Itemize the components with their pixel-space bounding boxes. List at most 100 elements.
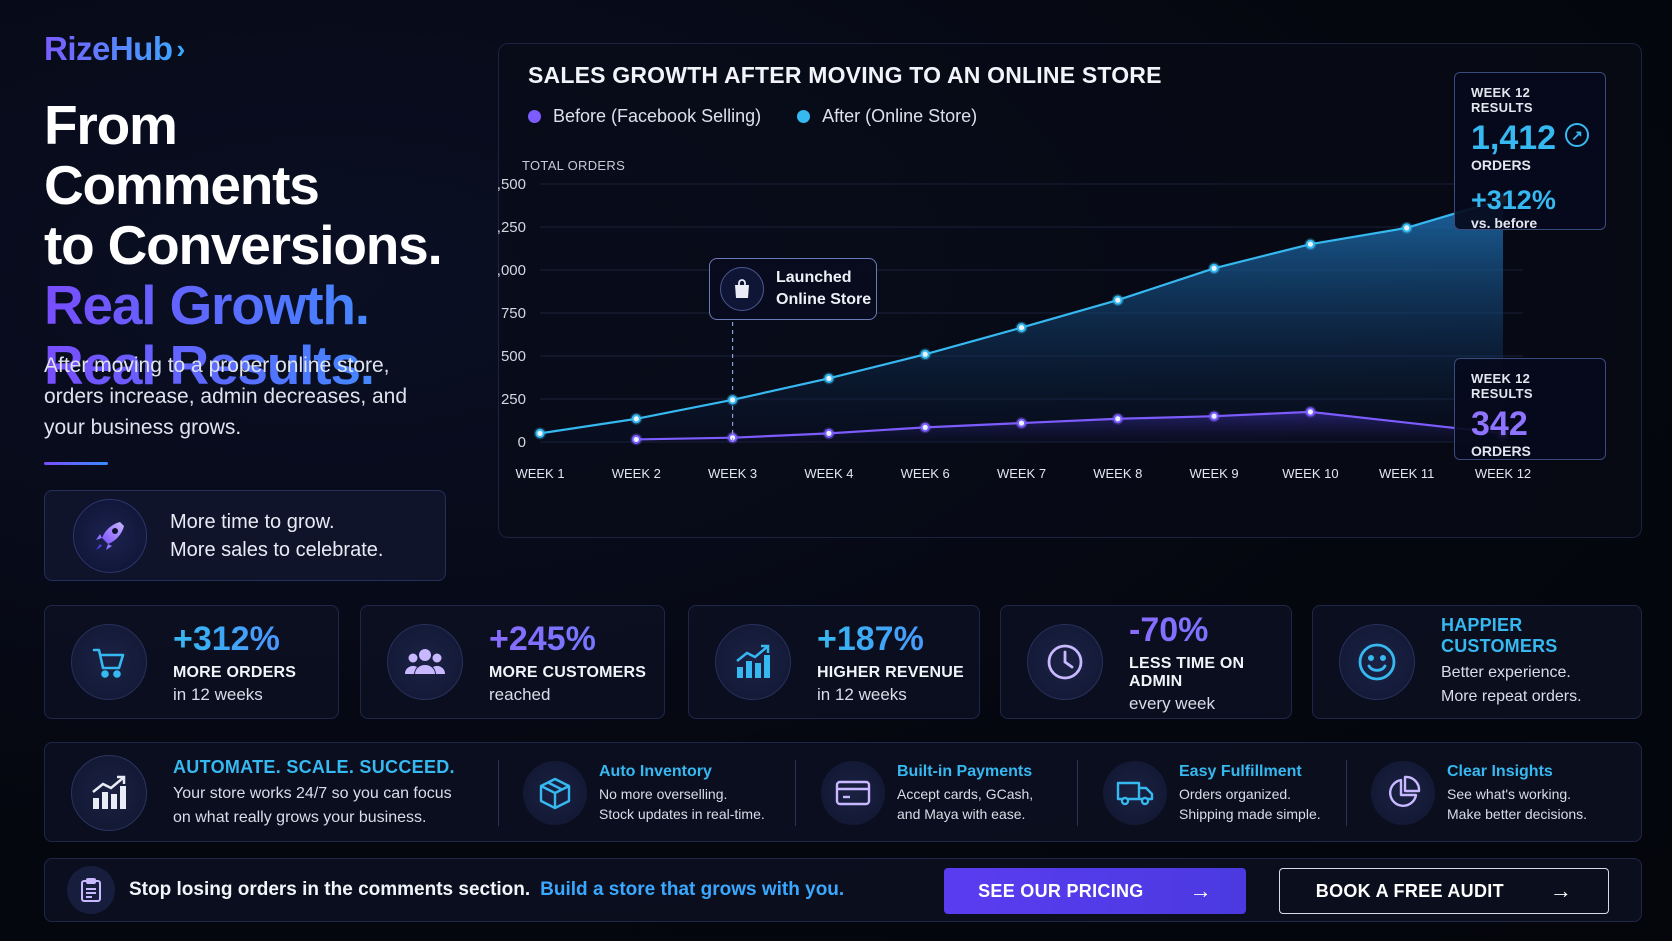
- stat-label: MORE ORDERS: [173, 663, 297, 681]
- x-tick-label: WEEK 1: [515, 466, 564, 481]
- cta-highlight-link[interactable]: Build a store that grows with you.: [540, 879, 845, 900]
- data-point: [1209, 263, 1219, 273]
- data-point: [1016, 323, 1027, 333]
- features-strip: AUTOMATE. SCALE. SUCCEED. Your store wor…: [44, 742, 1642, 842]
- y-tick-label: 1,000: [498, 262, 526, 279]
- hero-line-4: Real Results.: [44, 335, 464, 395]
- see-pricing-label: SEE OUR PRICING: [978, 880, 1144, 901]
- data-point: [1209, 411, 1219, 421]
- stat-card-customers: +245% MORE CUSTOMERS reached: [360, 605, 665, 719]
- data-point: [1305, 407, 1316, 417]
- growth-chart-icon: [71, 755, 147, 831]
- x-tick-label: WEEK 9: [1190, 466, 1239, 481]
- stat-value: +312%: [173, 620, 296, 658]
- brand-name: RizeHub: [44, 30, 173, 67]
- feature-line-2: Shipping made simple.: [1179, 805, 1321, 822]
- feature-main-line-1: Your store works 24/7 so you can focus: [173, 784, 452, 802]
- feature-main-heading: AUTOMATE. SCALE. SUCCEED.: [173, 756, 455, 777]
- data-point: [1305, 239, 1316, 249]
- see-pricing-button[interactable]: SEE OUR PRICING →: [944, 868, 1246, 914]
- cta-text: Stop losing orders in the comments secti…: [129, 879, 531, 900]
- stat-line-1: Better experience.: [1441, 664, 1571, 681]
- stat-label: MORE CUSTOMERS: [489, 663, 647, 681]
- stat-label: LESS TIME ON ADMIN: [1129, 654, 1245, 690]
- launch-line-1: Launched: [776, 269, 852, 286]
- data-point: [920, 349, 930, 359]
- growth-callout: More time to grow. More sales to celebra…: [44, 490, 446, 581]
- chart-y-axis-label: TOTAL ORDERS: [522, 158, 626, 173]
- data-point: [535, 428, 545, 438]
- x-tick-label: WEEK 8: [1093, 466, 1142, 481]
- brand-logo[interactable]: RizeHub ›: [44, 30, 186, 68]
- hero-line-2: to Conversions.: [44, 214, 443, 276]
- callout-line-2: More sales to celebrate.: [170, 538, 384, 561]
- feature-heading: Built-in Payments: [897, 762, 1033, 780]
- stat-card-revenue: +187% HIGHER REVENUE in 12 weeks: [688, 605, 980, 719]
- brand-chevron-icon: ›: [176, 33, 186, 64]
- results-after-vs: vs. before: [1471, 215, 1538, 231]
- results-before-label: WEEK 12 RESULTS: [1471, 371, 1533, 401]
- feature-built-in-payments: Built-in Payments Accept cards, GCash, a…: [821, 743, 1033, 843]
- sales-chart: 0 250 500 750 1,000 1,250 1,500 WEEK 1 WEEK 2 WEE…: [498, 176, 1531, 481]
- feature-line-1: Accept cards, GCash,: [897, 785, 1034, 802]
- data-point: [824, 428, 834, 438]
- data-point: [631, 414, 641, 424]
- y-tick-label: 0: [518, 434, 526, 451]
- data-point: [824, 373, 834, 383]
- stat-card-happier-customers: HAPPIER CUSTOMERS Better experience. Mor…: [1312, 605, 1642, 719]
- book-audit-button[interactable]: BOOK A FREE AUDIT →: [1279, 868, 1609, 914]
- feature-easy-fulfillment: Easy Fulfillment Orders organized. Shipp…: [1103, 743, 1321, 843]
- cart-icon: [71, 624, 147, 700]
- arrow-right-icon: →: [1189, 878, 1212, 903]
- truck-icon: [1103, 761, 1167, 825]
- credit-card-icon: [821, 761, 885, 825]
- feature-line-1: See what's working.: [1447, 785, 1572, 802]
- results-before-unit: ORDERS: [1471, 443, 1531, 459]
- x-tick-label: WEEK 2: [612, 466, 661, 481]
- stat-sub: reached: [489, 684, 551, 704]
- data-point: [1113, 295, 1123, 305]
- hero-subtitle: After moving to a proper online store, o…: [44, 354, 408, 439]
- bar-chart-icon: [715, 624, 791, 700]
- feature-heading: Clear Insights: [1447, 762, 1553, 780]
- legend-item-after: After (Online Store): [797, 106, 977, 127]
- box-icon: [523, 761, 587, 825]
- hero-line-3: Real Growth.: [44, 275, 464, 335]
- data-point: [920, 422, 930, 432]
- launch-annotation: Launched Online Store: [709, 258, 877, 320]
- book-audit-label: BOOK A FREE AUDIT: [1315, 880, 1504, 901]
- x-tick-label: WEEK 11: [1379, 466, 1434, 481]
- clipboard-icon: [67, 866, 115, 914]
- arrow-right-icon: →: [1549, 878, 1573, 903]
- legend-dot-after: [797, 110, 811, 123]
- x-tick-label: WEEK 7: [997, 466, 1046, 481]
- feature-clear-insights: Clear Insights See what's working. Make …: [1371, 743, 1587, 843]
- feature-divider: [1346, 760, 1347, 826]
- legend-label-before: Before (Facebook Selling): [553, 106, 762, 126]
- feature-line-2: Make better decisions.: [1447, 805, 1588, 822]
- results-after-unit: ORDERS: [1471, 157, 1531, 173]
- feature-main-line-2: on what really grows your business.: [173, 808, 427, 826]
- y-tick-label: 1,250: [498, 219, 526, 236]
- feature-line-2: Stock updates in real-time.: [599, 805, 765, 822]
- week12-results-after: WEEK 12 RESULTS 1,412 ↗ ORDERS +312% vs.…: [1454, 72, 1606, 231]
- results-before-value: 342: [1471, 405, 1528, 443]
- users-icon: [387, 624, 463, 700]
- feature-line-1: Orders organized.: [1179, 785, 1292, 802]
- stat-label: HIGHER REVENUE: [817, 663, 964, 681]
- hero-divider: [44, 462, 108, 465]
- y-tick-label: 1,500: [498, 176, 526, 193]
- feature-main: AUTOMATE. SCALE. SUCCEED. Your store wor…: [71, 743, 455, 843]
- stat-card-orders: +312% MORE ORDERS in 12 weeks: [44, 605, 339, 719]
- results-after-pct: +312%: [1471, 185, 1556, 215]
- feature-heading: Easy Fulfillment: [1179, 762, 1302, 780]
- feature-auto-inventory: Auto Inventory No more overselling. Stoc…: [523, 743, 765, 843]
- series-area-after: [540, 199, 1503, 442]
- clock-icon: [1027, 624, 1103, 700]
- x-tick-label: WEEK 6: [901, 466, 950, 481]
- legend-dot-before: [528, 110, 541, 123]
- arrow-up-right-icon: ↗: [1565, 123, 1589, 147]
- results-after-label: WEEK 12 RESULTS: [1471, 85, 1533, 115]
- x-tick-label: WEEK 10: [1282, 466, 1338, 481]
- shopping-bag-icon: [720, 267, 764, 311]
